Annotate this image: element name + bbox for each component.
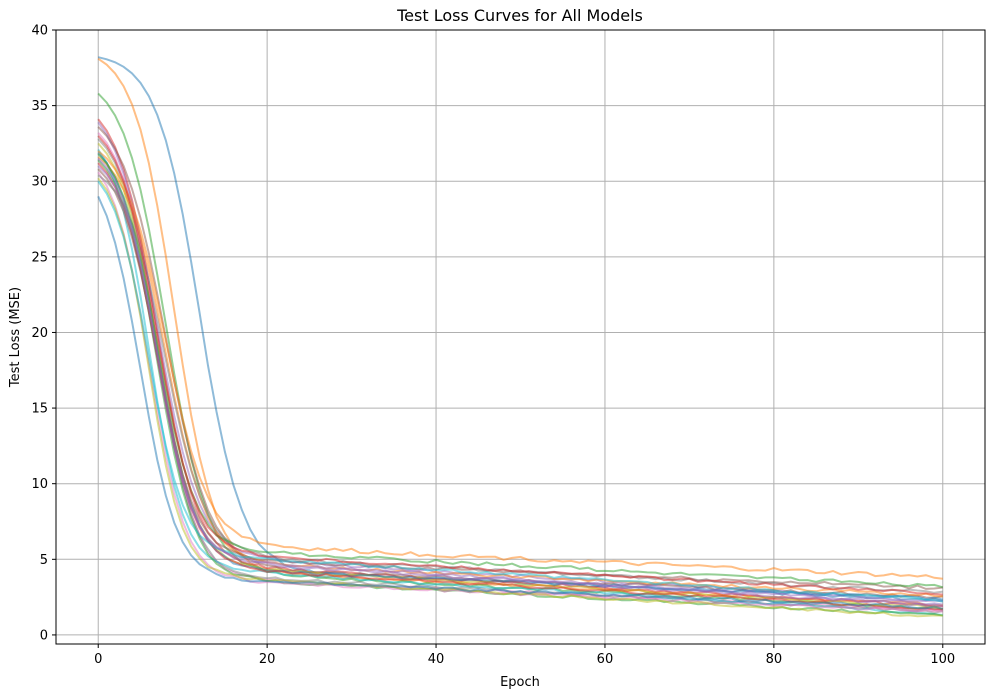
- loss-curve: [97, 56, 943, 602]
- x-tick-label: 80: [766, 652, 783, 667]
- x-tick-label: 20: [259, 652, 276, 667]
- loss-curve: [97, 126, 943, 599]
- x-ticks: 0 20 40 60 80 100: [94, 644, 955, 667]
- loss-curve: [97, 177, 943, 618]
- loss-curve: [97, 157, 943, 608]
- loss-curve: [97, 195, 944, 610]
- loss-curve: [97, 135, 943, 596]
- y-tick-label: 25: [31, 250, 48, 265]
- loss-curve: [97, 121, 943, 603]
- y-tick-label: 10: [31, 477, 48, 492]
- y-axis-label: Test Loss (MSE): [8, 287, 23, 388]
- plot-frame: [55, 29, 986, 645]
- x-axis-label: Epoch: [500, 675, 540, 690]
- y-ticks: 0 5 10 15 20 25 30 35 40: [31, 24, 56, 643]
- x-tick-label: 0: [94, 652, 102, 667]
- y-tick-label: 40: [31, 24, 48, 39]
- y-tick-label: 0: [40, 628, 48, 643]
- y-tick-label: 20: [31, 326, 48, 341]
- y-tick-label: 15: [31, 402, 48, 417]
- grid: [56, 29, 985, 644]
- x-tick-label: 40: [428, 652, 445, 667]
- loss-curve: [97, 156, 943, 598]
- loss-curve: [97, 168, 943, 590]
- loss-curve: [97, 180, 943, 603]
- chart-title: Test Loss Curves for All Models: [396, 6, 643, 25]
- x-tick-label: 60: [597, 652, 614, 667]
- loss-curve: [97, 153, 944, 589]
- y-tick-label: 30: [31, 175, 48, 190]
- series-lines: [97, 56, 944, 618]
- y-tick-label: 5: [40, 553, 48, 568]
- loss-curve: [97, 150, 943, 580]
- x-tick-label: 100: [930, 652, 955, 667]
- loss-curve: [97, 174, 943, 594]
- y-tick-label: 35: [31, 99, 48, 114]
